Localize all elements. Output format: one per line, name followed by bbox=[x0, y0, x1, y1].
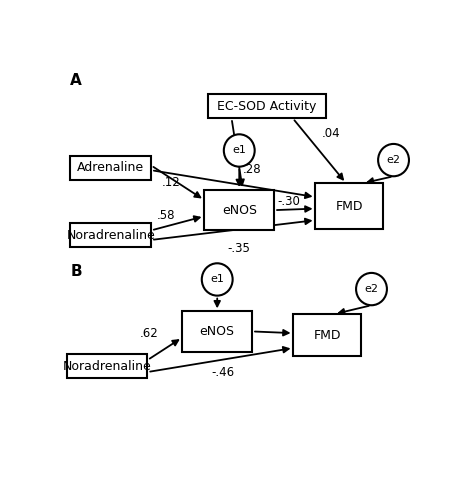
Text: eNOS: eNOS bbox=[222, 204, 257, 216]
Text: FMD: FMD bbox=[336, 200, 363, 213]
Text: eNOS: eNOS bbox=[200, 325, 235, 338]
Circle shape bbox=[378, 144, 409, 176]
Text: .62: .62 bbox=[140, 327, 159, 340]
Text: e2: e2 bbox=[386, 155, 401, 165]
Text: B: B bbox=[70, 264, 82, 279]
Text: -.35: -.35 bbox=[228, 242, 251, 255]
Text: e1: e1 bbox=[210, 274, 224, 284]
Text: -.30: -.30 bbox=[277, 195, 301, 208]
Text: Noradrenaline: Noradrenaline bbox=[63, 360, 151, 372]
Circle shape bbox=[224, 134, 255, 166]
Circle shape bbox=[356, 273, 387, 305]
Text: FMD: FMD bbox=[314, 329, 341, 342]
FancyBboxPatch shape bbox=[204, 190, 274, 230]
FancyBboxPatch shape bbox=[66, 354, 147, 378]
Text: Noradrenaline: Noradrenaline bbox=[66, 228, 155, 241]
FancyBboxPatch shape bbox=[70, 223, 151, 247]
Text: -.46: -.46 bbox=[211, 366, 234, 379]
Text: .28: .28 bbox=[243, 163, 262, 176]
FancyBboxPatch shape bbox=[70, 156, 151, 180]
Text: .12: .12 bbox=[162, 176, 181, 190]
FancyBboxPatch shape bbox=[316, 183, 383, 230]
Text: EC-SOD Activity: EC-SOD Activity bbox=[217, 100, 317, 112]
Text: .58: .58 bbox=[156, 209, 175, 222]
Text: Adrenaline: Adrenaline bbox=[77, 162, 144, 174]
Text: A: A bbox=[70, 74, 82, 88]
Text: e2: e2 bbox=[365, 284, 379, 294]
FancyBboxPatch shape bbox=[293, 314, 361, 356]
Circle shape bbox=[202, 264, 233, 296]
FancyBboxPatch shape bbox=[208, 94, 326, 118]
Text: e1: e1 bbox=[232, 146, 246, 156]
Text: .04: .04 bbox=[322, 128, 340, 140]
FancyBboxPatch shape bbox=[182, 311, 252, 352]
